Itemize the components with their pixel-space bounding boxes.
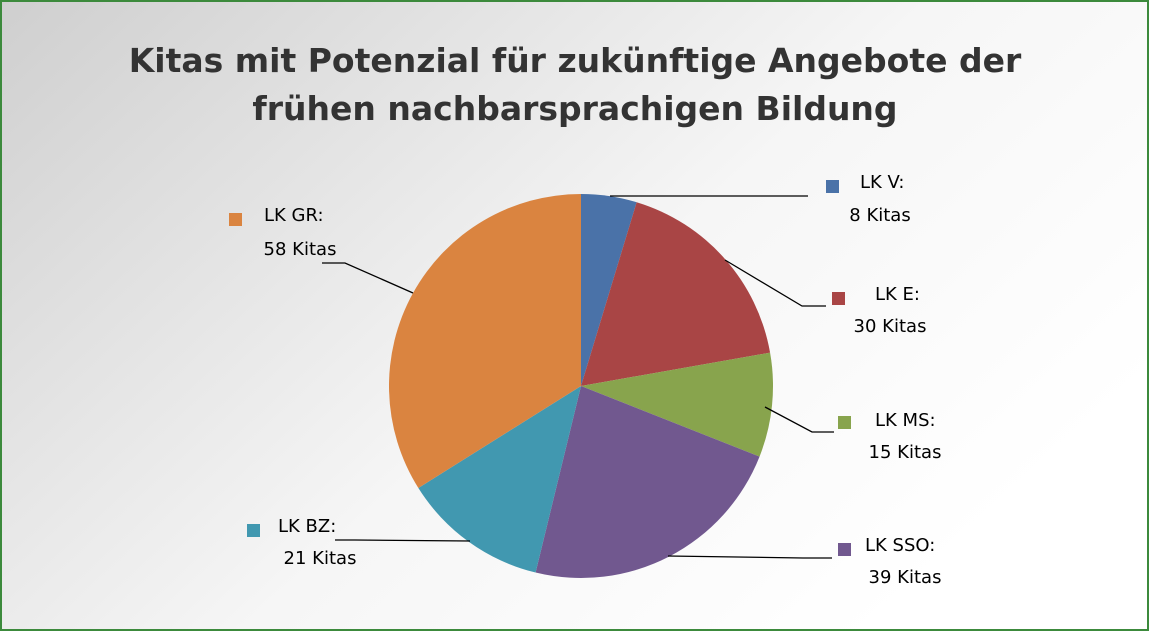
leader-line <box>764 406 834 433</box>
value-label: 30 Kitas <box>854 316 927 337</box>
chart-title-line: frühen nachbarsprachigen Bildung <box>252 89 897 128</box>
value-label: 21 Kitas <box>284 548 357 569</box>
chart-title-line: Kitas mit Potenzial für zukünftige Angeb… <box>129 41 1022 80</box>
value-label: 8 Kitas <box>849 205 910 226</box>
legend-swatch <box>832 292 845 305</box>
pie-slice <box>581 194 637 386</box>
slice-label: LK GR: <box>264 205 324 226</box>
legend-swatch <box>229 213 242 226</box>
legend-swatch <box>838 416 851 429</box>
slice-label: LK BZ: <box>278 516 336 537</box>
leader-line <box>667 555 832 559</box>
legend-swatch <box>247 524 260 537</box>
pie-slice <box>418 386 581 573</box>
slice-label: LK SSO: <box>865 535 935 556</box>
legend-swatch <box>826 180 839 193</box>
slice-label: LK MS: <box>875 410 936 431</box>
value-label: 39 Kitas <box>869 567 942 588</box>
pie-slice <box>581 202 771 386</box>
pie-slice <box>535 386 760 578</box>
leader-line <box>322 262 414 294</box>
leader-line <box>335 539 471 542</box>
value-label: 58 Kitas <box>264 239 337 260</box>
leader-line <box>724 259 826 307</box>
slice-label: LK V: <box>860 172 904 193</box>
legend-swatch <box>838 543 851 556</box>
pie-slice <box>581 352 773 457</box>
slice-label: LK E: <box>875 284 920 305</box>
value-label: 15 Kitas <box>869 442 942 463</box>
pie-slice <box>389 194 581 489</box>
